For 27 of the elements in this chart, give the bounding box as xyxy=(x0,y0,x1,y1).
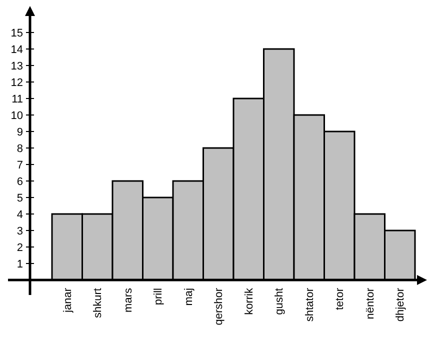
y-tick-label: 14 xyxy=(10,44,23,56)
y-tick-label: 3 xyxy=(16,225,23,238)
y-tick-label: 4 xyxy=(16,208,23,221)
x-tick-label: shkurt xyxy=(92,288,104,318)
x-tick-label: maj xyxy=(182,288,195,306)
x-tick-label: janar xyxy=(62,288,74,314)
y-tick-label: 1 xyxy=(16,258,23,270)
y-tick-label: 15 xyxy=(10,27,23,40)
x-tick-label: mars xyxy=(122,288,134,312)
y-tick-label: 12 xyxy=(10,76,23,89)
x-tick-label: korrik xyxy=(243,288,256,315)
y-tick-label: 6 xyxy=(16,176,23,188)
y-tick-label: 8 xyxy=(16,142,23,155)
x-tick-label: gusht xyxy=(274,288,286,315)
y-tick-label: 13 xyxy=(10,60,23,72)
y-tick-label: 7 xyxy=(16,159,23,172)
x-tick-label: qershor xyxy=(213,288,226,326)
y-tick-label: 11 xyxy=(12,93,23,106)
x-tick-label: prill xyxy=(152,288,165,306)
x-tick-label: dhjetor xyxy=(394,288,407,322)
x-tick-label: nëntor xyxy=(364,288,376,320)
x-tick-label: shtator xyxy=(304,288,316,322)
y-tick-label: 5 xyxy=(16,192,23,204)
x-tick-label: tetor xyxy=(334,288,346,310)
y-tick-label: 2 xyxy=(16,242,23,254)
y-tick-label: 10 xyxy=(10,110,23,122)
y-tick-label: 9 xyxy=(16,126,23,138)
